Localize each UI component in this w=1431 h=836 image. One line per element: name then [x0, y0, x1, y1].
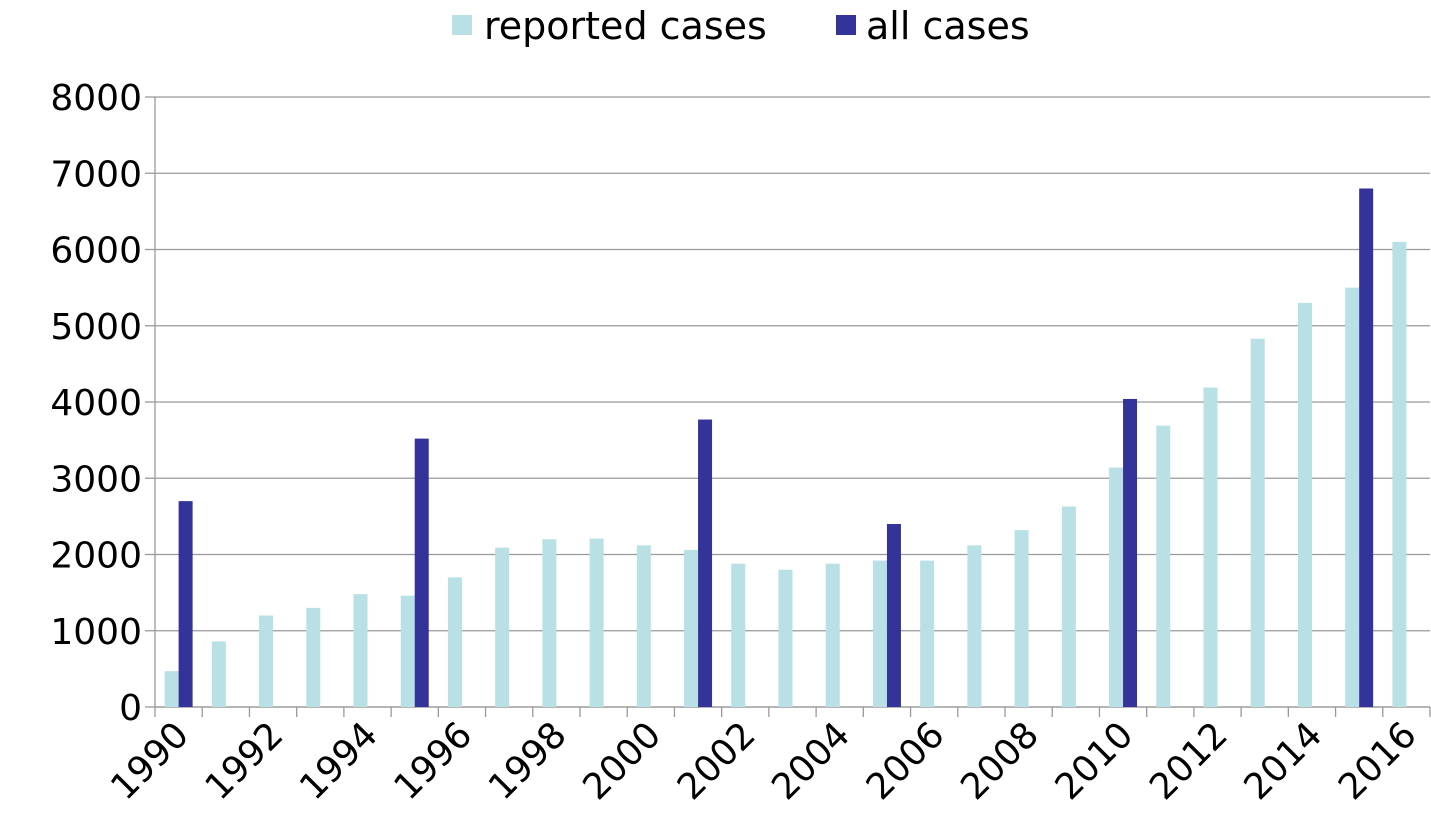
bar: [447, 577, 462, 707]
bar: [967, 545, 982, 707]
x-tick-label: 1992: [198, 714, 292, 808]
bar: [1297, 302, 1312, 707]
x-tick-label: 1990: [103, 714, 197, 808]
bar: [259, 615, 274, 707]
x-tick-label: 2006: [859, 714, 953, 808]
y-tick-label: 3000: [50, 459, 142, 500]
bar: [1345, 287, 1360, 707]
bar: [1156, 425, 1171, 707]
bar: [353, 594, 368, 707]
legend-label: all cases: [866, 4, 1030, 48]
y-tick-label: 8000: [50, 78, 142, 119]
bar: [178, 501, 193, 707]
bar: [164, 671, 179, 707]
y-tick-label: 6000: [50, 231, 142, 272]
bar: [1109, 467, 1124, 707]
bar: [698, 419, 713, 707]
y-tick-label: 2000: [50, 536, 142, 577]
y-tick-label: 1000: [50, 612, 142, 653]
bar: [1203, 387, 1218, 707]
legend-label: reported cases: [484, 4, 767, 48]
bar: [1359, 188, 1374, 707]
y-tick-label: 7000: [50, 154, 142, 195]
bar: [731, 563, 746, 707]
bar: [542, 539, 557, 707]
y-tick-label: 5000: [50, 307, 142, 348]
legend-swatch: [452, 15, 472, 35]
x-tick-label: 1994: [292, 714, 386, 808]
bar: [495, 547, 510, 707]
bar: [636, 545, 651, 707]
bar: [400, 595, 415, 707]
bar: [1061, 506, 1076, 707]
x-tick-label: 2000: [575, 714, 669, 808]
x-tick-label: 2010: [1048, 714, 1142, 808]
bar: [1250, 338, 1265, 707]
legend-swatch: [836, 15, 856, 35]
x-tick-label: 2008: [953, 714, 1047, 808]
bar: [684, 549, 699, 707]
x-tick-label: 2014: [1237, 714, 1331, 808]
bar: [886, 524, 901, 707]
bar: [1123, 398, 1138, 707]
bar: [211, 641, 226, 707]
bar: [920, 560, 935, 707]
bar: [306, 607, 321, 707]
x-tick-label: 2016: [1331, 714, 1425, 808]
x-tick-label: 2004: [764, 714, 858, 808]
x-tick-label: 1996: [387, 714, 481, 808]
bar: [1392, 241, 1407, 707]
x-tick-label: 2012: [1142, 714, 1236, 808]
y-tick-label: 4000: [50, 383, 142, 424]
y-tick-label: 0: [119, 688, 142, 729]
bar: [872, 560, 887, 707]
bar: [778, 569, 793, 707]
x-tick-label: 2002: [670, 714, 764, 808]
x-tick-label: 1998: [481, 714, 575, 808]
bar: [414, 438, 429, 707]
bar: [825, 563, 840, 707]
bar: [1014, 530, 1029, 707]
bar: [589, 538, 604, 707]
